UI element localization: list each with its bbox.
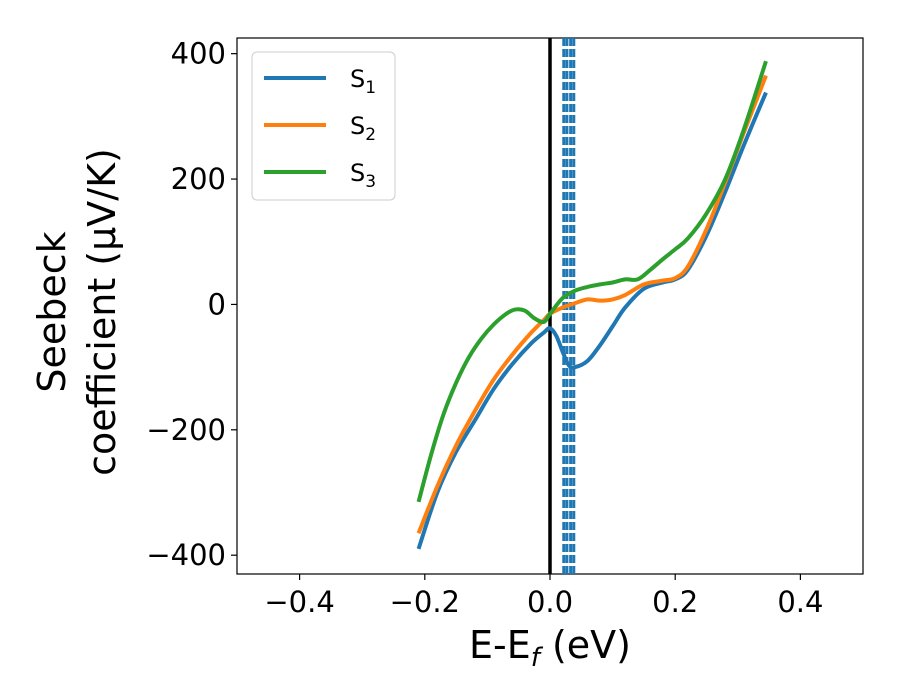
- series-line-s2: [416, 74, 768, 534]
- series-line-s1: [416, 91, 768, 550]
- x-axis-title: E-Ef (eV): [469, 623, 631, 673]
- y-axis-title: Seebeck coefficient (μV/K): [30, 148, 124, 476]
- x-tick-label: 0.2: [652, 585, 698, 619]
- y-axis-title-line2: coefficient (μV/K): [80, 148, 124, 476]
- y-axis-ticks: −400 −200 0 200 400: [146, 37, 237, 572]
- y-axis-title-line1: Seebeck: [30, 231, 74, 392]
- y-tick-label: 400: [171, 37, 226, 71]
- y-tick-label: −400: [146, 538, 226, 572]
- x-axis-ticks: −0.4 −0.2 0.0 0.2 0.4: [264, 574, 823, 619]
- x-tick-label: 0.0: [527, 585, 573, 619]
- x-tick-label: 0.4: [777, 585, 823, 619]
- legend: S1 S2 S3: [251, 51, 396, 201]
- x-tick-label: −0.4: [264, 585, 334, 619]
- legend-label-s3: S3: [350, 159, 376, 192]
- legend-label-s1: S1: [350, 65, 376, 98]
- y-tick-label: 200: [171, 162, 226, 196]
- series-line-s3: [416, 60, 768, 503]
- series-lines: [416, 60, 768, 550]
- legend-label-s2: S2: [350, 112, 376, 145]
- y-tick-label: −200: [146, 413, 226, 447]
- x-tick-label: −0.2: [390, 585, 460, 619]
- y-tick-label: 0: [208, 287, 226, 321]
